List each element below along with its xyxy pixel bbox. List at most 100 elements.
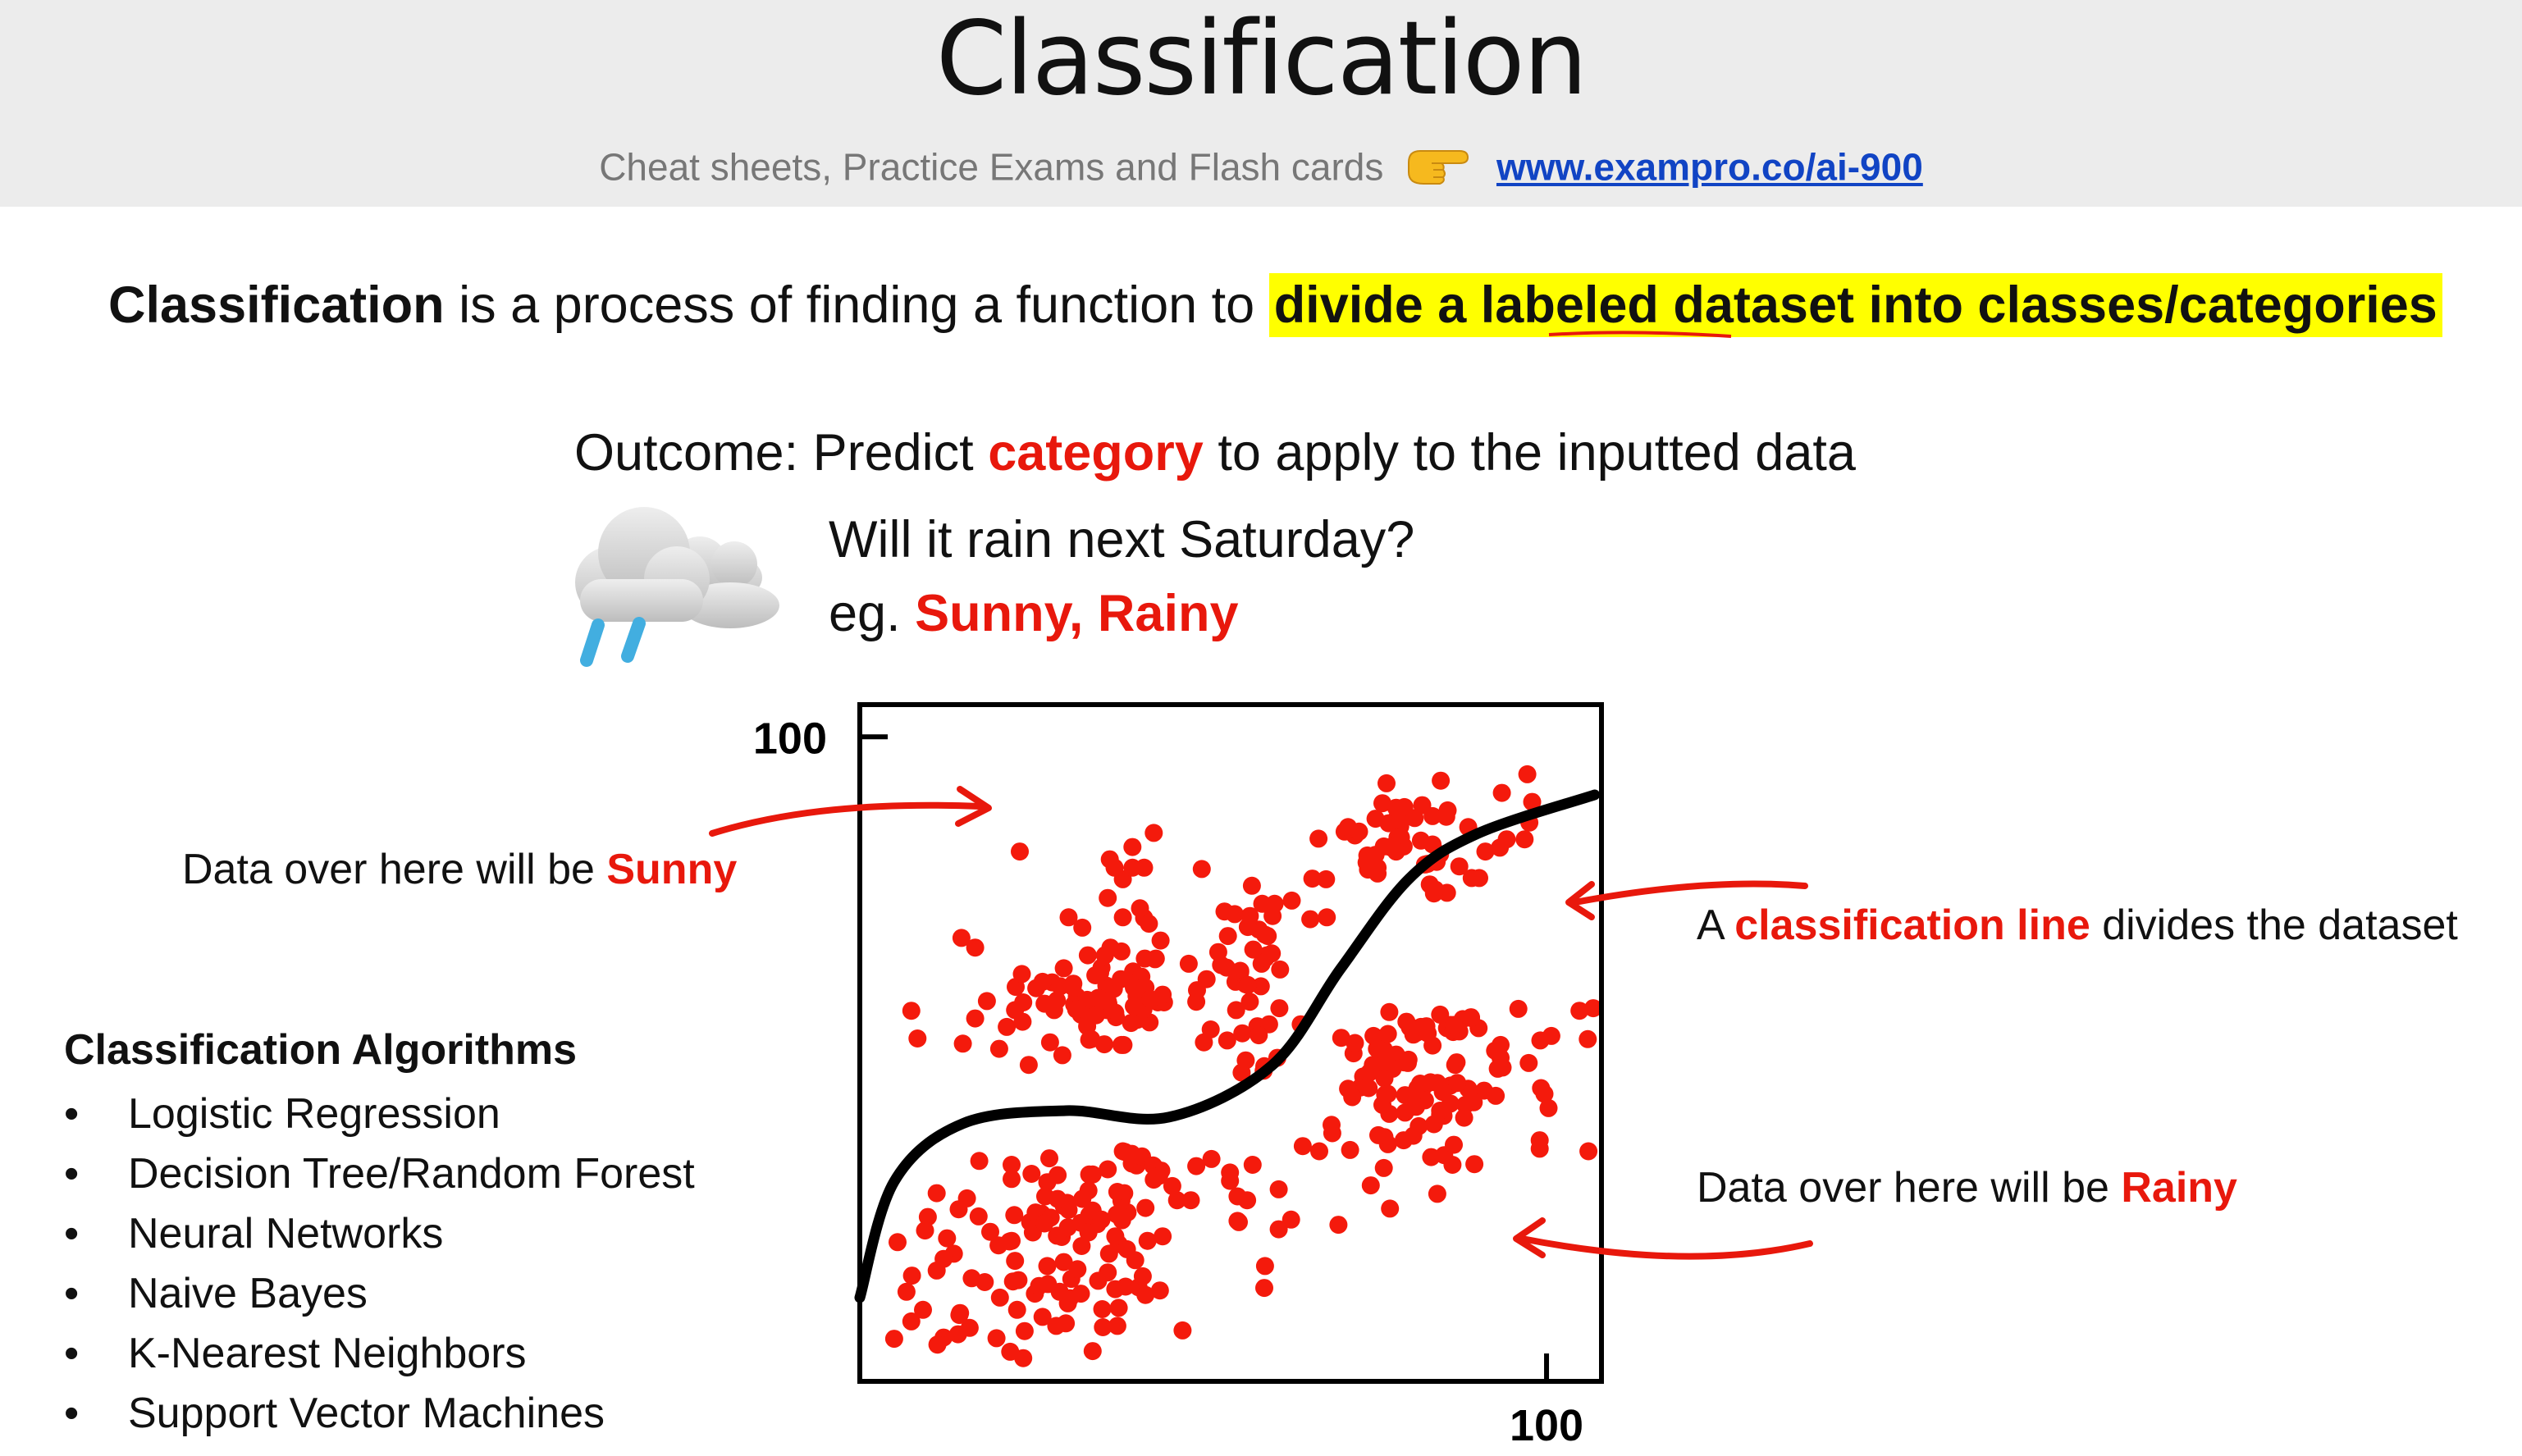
scatter-point [1001, 1342, 1020, 1361]
scatter-point [928, 1335, 947, 1354]
scatter-point [1125, 997, 1143, 1016]
scatter-point [1391, 828, 1410, 847]
algorithm-item: Neural Networks [64, 1204, 695, 1264]
sunny-annotation: Data over here will be Sunny [182, 845, 737, 894]
scatter-point [1432, 771, 1451, 790]
algorithm-item: Naive Bayes [64, 1264, 695, 1324]
scatter-point [1049, 1166, 1067, 1184]
line-suffix: divides the dataset [2090, 901, 2458, 949]
scatter-point [1509, 999, 1528, 1018]
x-tick-label: 100 [1510, 1401, 1583, 1450]
scatter-point [1112, 942, 1131, 961]
definition-middle: is a process of finding a function to [444, 276, 1269, 334]
scatter-point [1201, 1020, 1220, 1038]
outcome-keyword: category [988, 424, 1204, 482]
scatter-point [1282, 1210, 1300, 1229]
rainy-prefix: Data over here will be [1697, 1164, 2122, 1212]
scatter-point [950, 1306, 969, 1325]
scatter-point [987, 1329, 1006, 1348]
scatter-point [1079, 1181, 1098, 1200]
algorithm-item: Support Vector Machines [64, 1384, 695, 1444]
scatter-point [990, 1288, 1009, 1307]
scatter-point [1378, 1025, 1397, 1043]
sunny-arrow-head [955, 786, 992, 827]
scatter-point [1570, 1002, 1589, 1020]
scatter-point [1397, 1012, 1416, 1031]
sunny-word: Sunny [606, 846, 738, 893]
scatter-point [1379, 814, 1398, 833]
scatter-point [1051, 977, 1070, 996]
scatter-point [1040, 1033, 1059, 1052]
scatter-point [1343, 1088, 1362, 1107]
example-categories-line: eg. Sunny, Rainy [829, 584, 1239, 643]
promo-link[interactable]: www.exampro.co/ai-900 [1496, 145, 1923, 189]
scatter-point [1332, 1029, 1350, 1047]
scatter-point [1377, 1052, 1396, 1070]
scatter-point [1072, 1237, 1091, 1255]
classification-line [854, 789, 1601, 1303]
definition-sentence: Classification is a process of finding a… [108, 273, 2442, 337]
scatter-point [1011, 842, 1029, 861]
scatter-point [1054, 959, 1073, 978]
scatter-point [1181, 1191, 1200, 1210]
line-arrow [1572, 880, 1808, 906]
scatter-point [1519, 1053, 1538, 1072]
scatter-point [1374, 1158, 1393, 1177]
sunny-prefix: Data over here will be [182, 846, 607, 893]
scatter-point [889, 1233, 907, 1252]
scatter-point [1154, 1227, 1172, 1246]
scatter-point [1255, 1257, 1274, 1276]
scatter-point [1424, 1115, 1443, 1134]
scatter-point [1465, 1155, 1484, 1174]
scatter-point [1099, 1160, 1117, 1179]
scatter-point [1515, 830, 1534, 849]
scatter-point [1099, 1263, 1117, 1282]
scatter-point [1163, 1176, 1181, 1195]
scatter-point [1253, 894, 1272, 913]
scatter-point [1263, 944, 1282, 963]
scatter-point [1106, 1280, 1125, 1299]
rain-cloud-icon [562, 500, 792, 677]
scatter-point [1486, 1041, 1505, 1060]
scatter-point [1040, 1149, 1058, 1168]
scatter-point [1535, 1084, 1554, 1103]
scatter-point [1242, 876, 1261, 895]
scatter-point [1221, 1171, 1240, 1190]
scatter-point [1455, 1108, 1473, 1127]
scatter-point [1092, 1210, 1111, 1229]
scatter-point [902, 1002, 921, 1020]
scatter-point [1369, 1125, 1387, 1144]
scatter-point [1022, 1165, 1041, 1183]
scatter-point [1428, 1184, 1446, 1203]
scatter-point [1167, 1191, 1186, 1210]
scatter-point [1243, 1156, 1262, 1174]
example-categories: Sunny, Rainy [915, 585, 1239, 642]
line-prefix: A [1697, 901, 1735, 949]
scatter-point [1251, 977, 1270, 996]
scatter-point [1270, 999, 1289, 1018]
scatter-point [1049, 1189, 1067, 1208]
algorithms-heading: Classification Algorithms [64, 1026, 578, 1074]
scatter-point [1218, 1031, 1236, 1050]
scatter-point [1492, 783, 1511, 802]
scatter-point [1445, 1135, 1463, 1154]
scatter-point [1317, 869, 1336, 888]
scatter-point [1403, 1087, 1421, 1106]
scatter-point [1039, 1275, 1058, 1294]
scatter-point [1399, 1050, 1418, 1069]
scatter-point [1080, 1030, 1099, 1049]
scatter-point [1106, 1227, 1125, 1246]
scatter-point [1404, 1126, 1423, 1145]
scatter-point [1374, 837, 1393, 856]
underline-mark [1548, 331, 1732, 338]
scatter-point [1437, 807, 1455, 826]
scatter-point [1381, 1199, 1400, 1218]
scatter-point [1192, 860, 1211, 879]
scatter-point [1138, 1231, 1157, 1250]
scatter-point [1240, 906, 1259, 925]
scatter-point [1109, 1299, 1128, 1317]
scatter-point [1091, 963, 1109, 982]
scatter-point [1346, 1034, 1364, 1052]
scatter-point [1151, 931, 1170, 950]
scatter-point [1144, 824, 1163, 842]
